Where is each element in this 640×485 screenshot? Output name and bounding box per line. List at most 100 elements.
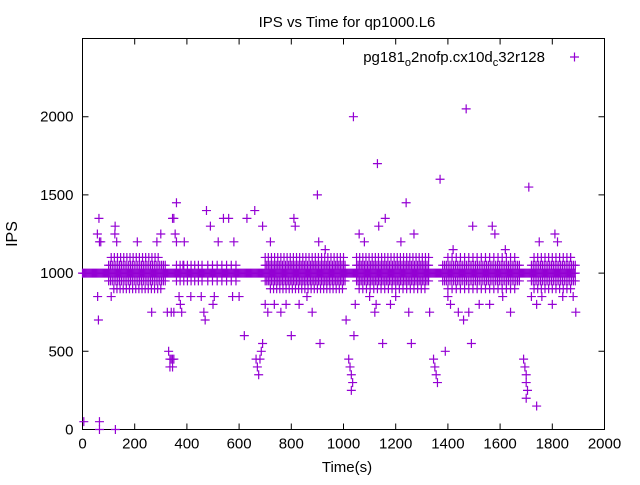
data-point: [263, 307, 273, 317]
x-tick-label: 600: [227, 436, 252, 453]
data-point: [340, 260, 350, 270]
y-tick-label: 2000: [40, 109, 73, 126]
x-tick-label: 2000: [588, 436, 621, 453]
data-point: [289, 213, 299, 223]
data-point: [164, 346, 174, 356]
data-point: [404, 307, 414, 317]
data-point: [250, 206, 260, 216]
data-point: [570, 276, 580, 286]
data-point: [160, 276, 170, 286]
data-point: [200, 315, 210, 325]
data-point: [96, 237, 106, 247]
x-tick-label: 1200: [379, 436, 412, 453]
data-point: [229, 237, 239, 247]
data-point: [372, 159, 382, 169]
data-point: [406, 338, 416, 348]
legend-label-part: pg181: [363, 49, 405, 66]
data-point: [550, 229, 560, 239]
y-tick-label: 0: [65, 422, 73, 439]
data-point: [348, 112, 358, 122]
data-point: [174, 292, 184, 302]
data-point: [510, 284, 520, 294]
data-point: [453, 307, 463, 317]
data-point: [231, 260, 241, 270]
data-point: [371, 299, 381, 309]
data-point: [231, 276, 241, 286]
data-point: [461, 104, 471, 114]
data-point: [570, 268, 580, 278]
x-tick-label: 0: [78, 436, 86, 453]
data-point: [558, 292, 568, 302]
data-point: [152, 237, 162, 247]
data-point: [94, 425, 104, 434]
x-tick-label: 800: [279, 436, 304, 453]
data-point: [110, 425, 120, 434]
data-point: [312, 190, 322, 200]
data-point: [201, 206, 211, 216]
data-point: [276, 307, 286, 317]
data-point: [571, 307, 581, 317]
data-point: [485, 299, 495, 309]
x-tick-label: 400: [174, 436, 199, 453]
data-point: [258, 221, 268, 231]
data-point: [443, 292, 453, 302]
data-point: [526, 292, 536, 302]
data-point: [147, 307, 157, 317]
data-point: [523, 385, 533, 395]
data-point: [570, 260, 580, 270]
data-point: [169, 354, 179, 364]
data-point: [446, 299, 456, 309]
legend-label: pg181o2nofp.cx10dc32r128: [363, 49, 545, 69]
data-point: [448, 245, 458, 255]
data-point: [431, 370, 441, 380]
x-tick-label: 200: [122, 436, 147, 453]
data-point: [199, 307, 209, 317]
data-point: [110, 229, 120, 239]
data-point: [269, 299, 279, 309]
data-point: [524, 182, 534, 192]
data-point: [519, 354, 529, 364]
data-point: [474, 299, 484, 309]
data-point: [106, 292, 116, 302]
data-point: [409, 229, 419, 239]
data-point: [175, 299, 185, 309]
data-point: [435, 174, 445, 184]
y-tick-label: 500: [48, 343, 73, 360]
data-point: [315, 338, 325, 348]
data-point: [429, 354, 439, 364]
data-point: [391, 292, 401, 302]
data-point: [498, 292, 508, 302]
data-point: [92, 229, 102, 239]
data-point: [420, 284, 430, 294]
data-point: [490, 229, 500, 239]
data-point: [79, 417, 89, 427]
data-point: [365, 292, 375, 302]
data-point: [424, 260, 434, 270]
data-point: [153, 252, 163, 262]
data-point: [521, 370, 531, 380]
data-point: [349, 331, 359, 341]
data-point: [348, 378, 358, 388]
data-point: [302, 292, 312, 302]
data-point: [354, 229, 364, 239]
data-point: [93, 292, 103, 302]
data-point: [255, 354, 265, 364]
data-point: [532, 299, 542, 309]
data-point: [169, 213, 179, 223]
data-point: [294, 299, 304, 309]
x-axis-label: Time(s): [322, 459, 372, 476]
data-point: [532, 401, 542, 411]
data-point: [94, 213, 104, 223]
data-point: [440, 346, 450, 356]
data-point: [320, 245, 330, 255]
data-point: [160, 260, 170, 270]
x-tick-label: 1600: [483, 436, 516, 453]
legend-label-part: 32r128: [498, 49, 545, 66]
data-point: [242, 213, 252, 223]
y-tick-label: 1000: [40, 265, 73, 282]
data-point: [566, 284, 576, 294]
data-point: [506, 307, 516, 317]
data-point: [514, 260, 524, 270]
data-point: [424, 252, 434, 262]
data-point: [370, 307, 380, 317]
